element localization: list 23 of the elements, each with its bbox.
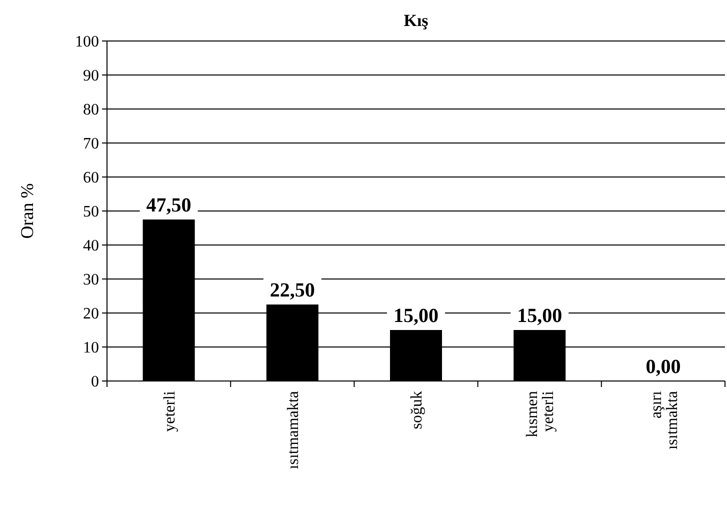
- y-tick-label: 40: [83, 238, 99, 255]
- data-label: 0,00: [646, 356, 681, 378]
- data-label: 15,00: [394, 305, 438, 327]
- y-tick-label: 50: [83, 204, 99, 221]
- x-tick-label: kısmen yeterli: [524, 390, 558, 438]
- x-tick-label: ısıtmamakta: [285, 391, 302, 470]
- y-tick-label: 70: [83, 136, 99, 153]
- y-tick-label: 80: [83, 102, 99, 119]
- data-label: 47,50: [146, 194, 192, 216]
- y-tick-label: 20: [83, 306, 99, 323]
- y-axis-title: Oran %: [17, 183, 37, 239]
- y-tick-label: 60: [83, 170, 99, 187]
- data-label: 15,00: [517, 305, 562, 327]
- x-tick-label: aşırı ısıtmakta: [648, 390, 681, 450]
- x-tick-label: soğuk: [408, 391, 426, 430]
- y-tick-label: 100: [75, 34, 99, 51]
- chart-title: Kış: [404, 11, 429, 30]
- y-tick-label: 90: [83, 68, 99, 85]
- y-tick-label: 0: [91, 374, 99, 391]
- data-label: 22,50: [270, 280, 315, 302]
- x-tick-label: yeterli: [161, 390, 178, 432]
- y-tick-label: 30: [83, 272, 99, 289]
- y-tick-label: 10: [83, 340, 99, 357]
